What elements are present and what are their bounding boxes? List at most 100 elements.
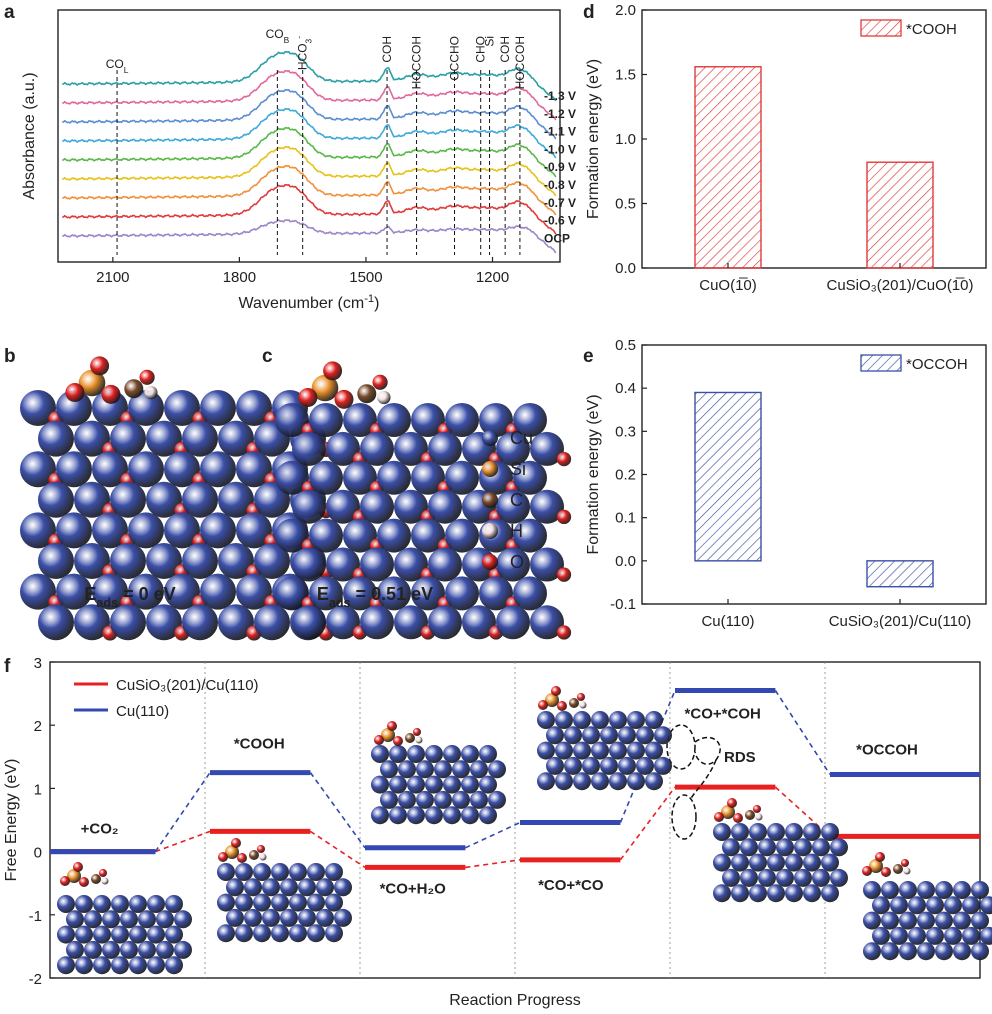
spectrum-line: [62, 145, 557, 197]
x-axis-title: Wavenumber (cm-1): [239, 293, 380, 312]
atom-sphere: [90, 356, 110, 376]
step-label: *CO+*CO: [538, 877, 604, 894]
atom-sphere: [935, 942, 953, 961]
atom-sphere: [111, 895, 129, 913]
atom-sphere: [91, 874, 101, 884]
atom-sphere: [73, 862, 83, 872]
atom-sphere: [479, 775, 497, 794]
atom-sphere: [254, 604, 290, 641]
atom-sphere: [863, 942, 881, 961]
atom-sphere: [863, 881, 881, 899]
atom-sphere: [372, 374, 388, 390]
atom-sphere: [394, 431, 428, 466]
atom-sphere: [84, 910, 102, 929]
atom-sphere: [636, 726, 654, 745]
atom-sphere: [394, 547, 428, 582]
atom-sphere: [67, 869, 81, 883]
energy-label-c: Eads = 0.51 eV: [317, 584, 433, 610]
atom-sphere: [371, 745, 389, 763]
atom-sphere: [235, 863, 253, 881]
plot-frame: [641, 9, 987, 269]
atom-sphere: [217, 924, 235, 943]
atom-sphere: [636, 756, 654, 775]
atom-sphere: [164, 573, 200, 610]
atom-sphere: [758, 838, 776, 857]
atom-sphere: [556, 567, 572, 582]
energy-connector: [619, 690, 676, 823]
panel-label-b: b: [4, 346, 16, 367]
y-tick-label: 0.0: [615, 260, 636, 277]
atom-sphere: [785, 853, 803, 872]
energy-connector: [465, 821, 521, 849]
atom-sphere: [394, 489, 428, 524]
atom-sphere: [618, 756, 636, 775]
model-adsorbate-c: [298, 361, 391, 409]
atom-sphere: [343, 576, 377, 611]
atom-sphere: [398, 790, 416, 809]
atom-sphere: [237, 853, 247, 863]
plot-frame: [57, 9, 561, 263]
atom-sphere: [389, 775, 407, 794]
atom-sphere: [411, 460, 445, 495]
model-slab-f2: [217, 863, 352, 943]
atom-sphere: [591, 772, 609, 791]
atom-sphere: [357, 384, 377, 404]
atom-sphere: [482, 430, 498, 446]
atom-sphere: [60, 876, 70, 886]
atom-sphere: [120, 910, 138, 929]
atom-sphere: [236, 573, 272, 610]
atom-sphere: [138, 940, 156, 959]
atom-sphere: [862, 866, 872, 876]
atom-sphere: [326, 547, 360, 582]
atom-sphere: [182, 420, 218, 457]
atom-sphere: [275, 518, 309, 553]
legend-swatch: [860, 19, 902, 37]
atom-sphere: [443, 775, 461, 794]
atom-sphere: [434, 760, 452, 779]
series-label: -1.3 V: [544, 89, 576, 103]
legend-label: Cu(110): [116, 703, 169, 720]
bar: [866, 560, 934, 588]
atom-sphere: [389, 806, 407, 825]
atom-sphere: [271, 863, 289, 881]
atom-sphere: [767, 884, 785, 903]
atom-sphere: [56, 573, 92, 610]
rds-ellipse: [666, 724, 696, 770]
atom-sphere: [182, 543, 218, 579]
atom-sphere: [326, 605, 360, 640]
atom-sphere: [749, 823, 767, 841]
atom-sphere: [57, 956, 75, 975]
atom-sphere: [226, 878, 244, 897]
atom-sphere: [249, 850, 259, 860]
atom-sphere: [881, 911, 899, 930]
energy-connector: [154, 772, 211, 853]
atom-sphere: [244, 878, 262, 897]
atom-sphere: [582, 756, 600, 775]
atom-sphere: [654, 726, 672, 745]
atom-sphere: [917, 911, 935, 930]
atom-sphere: [325, 893, 343, 912]
atom-sphere: [461, 806, 479, 825]
atom-sphere: [79, 877, 89, 887]
atom-sphere: [377, 403, 411, 437]
atom-sphere: [38, 543, 74, 579]
atom-sphere: [425, 806, 443, 825]
energy-label-b: Eads = 0 eV: [84, 584, 175, 610]
atom-sphere: [727, 798, 737, 808]
energy-connector: [774, 690, 831, 775]
atom-sphere: [899, 881, 917, 899]
peak-label: HOCCOH: [513, 36, 527, 89]
atom-sphere: [307, 863, 325, 881]
panel-a: 2100 1800 1500 1200 Wavenumber (cm-1) Absorba…: [21, 9, 576, 312]
y-axis-title: Formation energy (eV): [585, 394, 602, 554]
atom-sphere: [546, 726, 564, 745]
peak-label: COB: [266, 27, 290, 45]
atom-sphere: [200, 512, 236, 549]
atom-sphere: [569, 698, 579, 708]
atom-sphere: [200, 451, 236, 488]
atom-sphere: [254, 481, 290, 518]
model-slab-b: [20, 390, 334, 641]
atom-sphere: [407, 775, 425, 794]
atom-sphere: [156, 940, 174, 959]
atom-sphere: [129, 956, 147, 975]
